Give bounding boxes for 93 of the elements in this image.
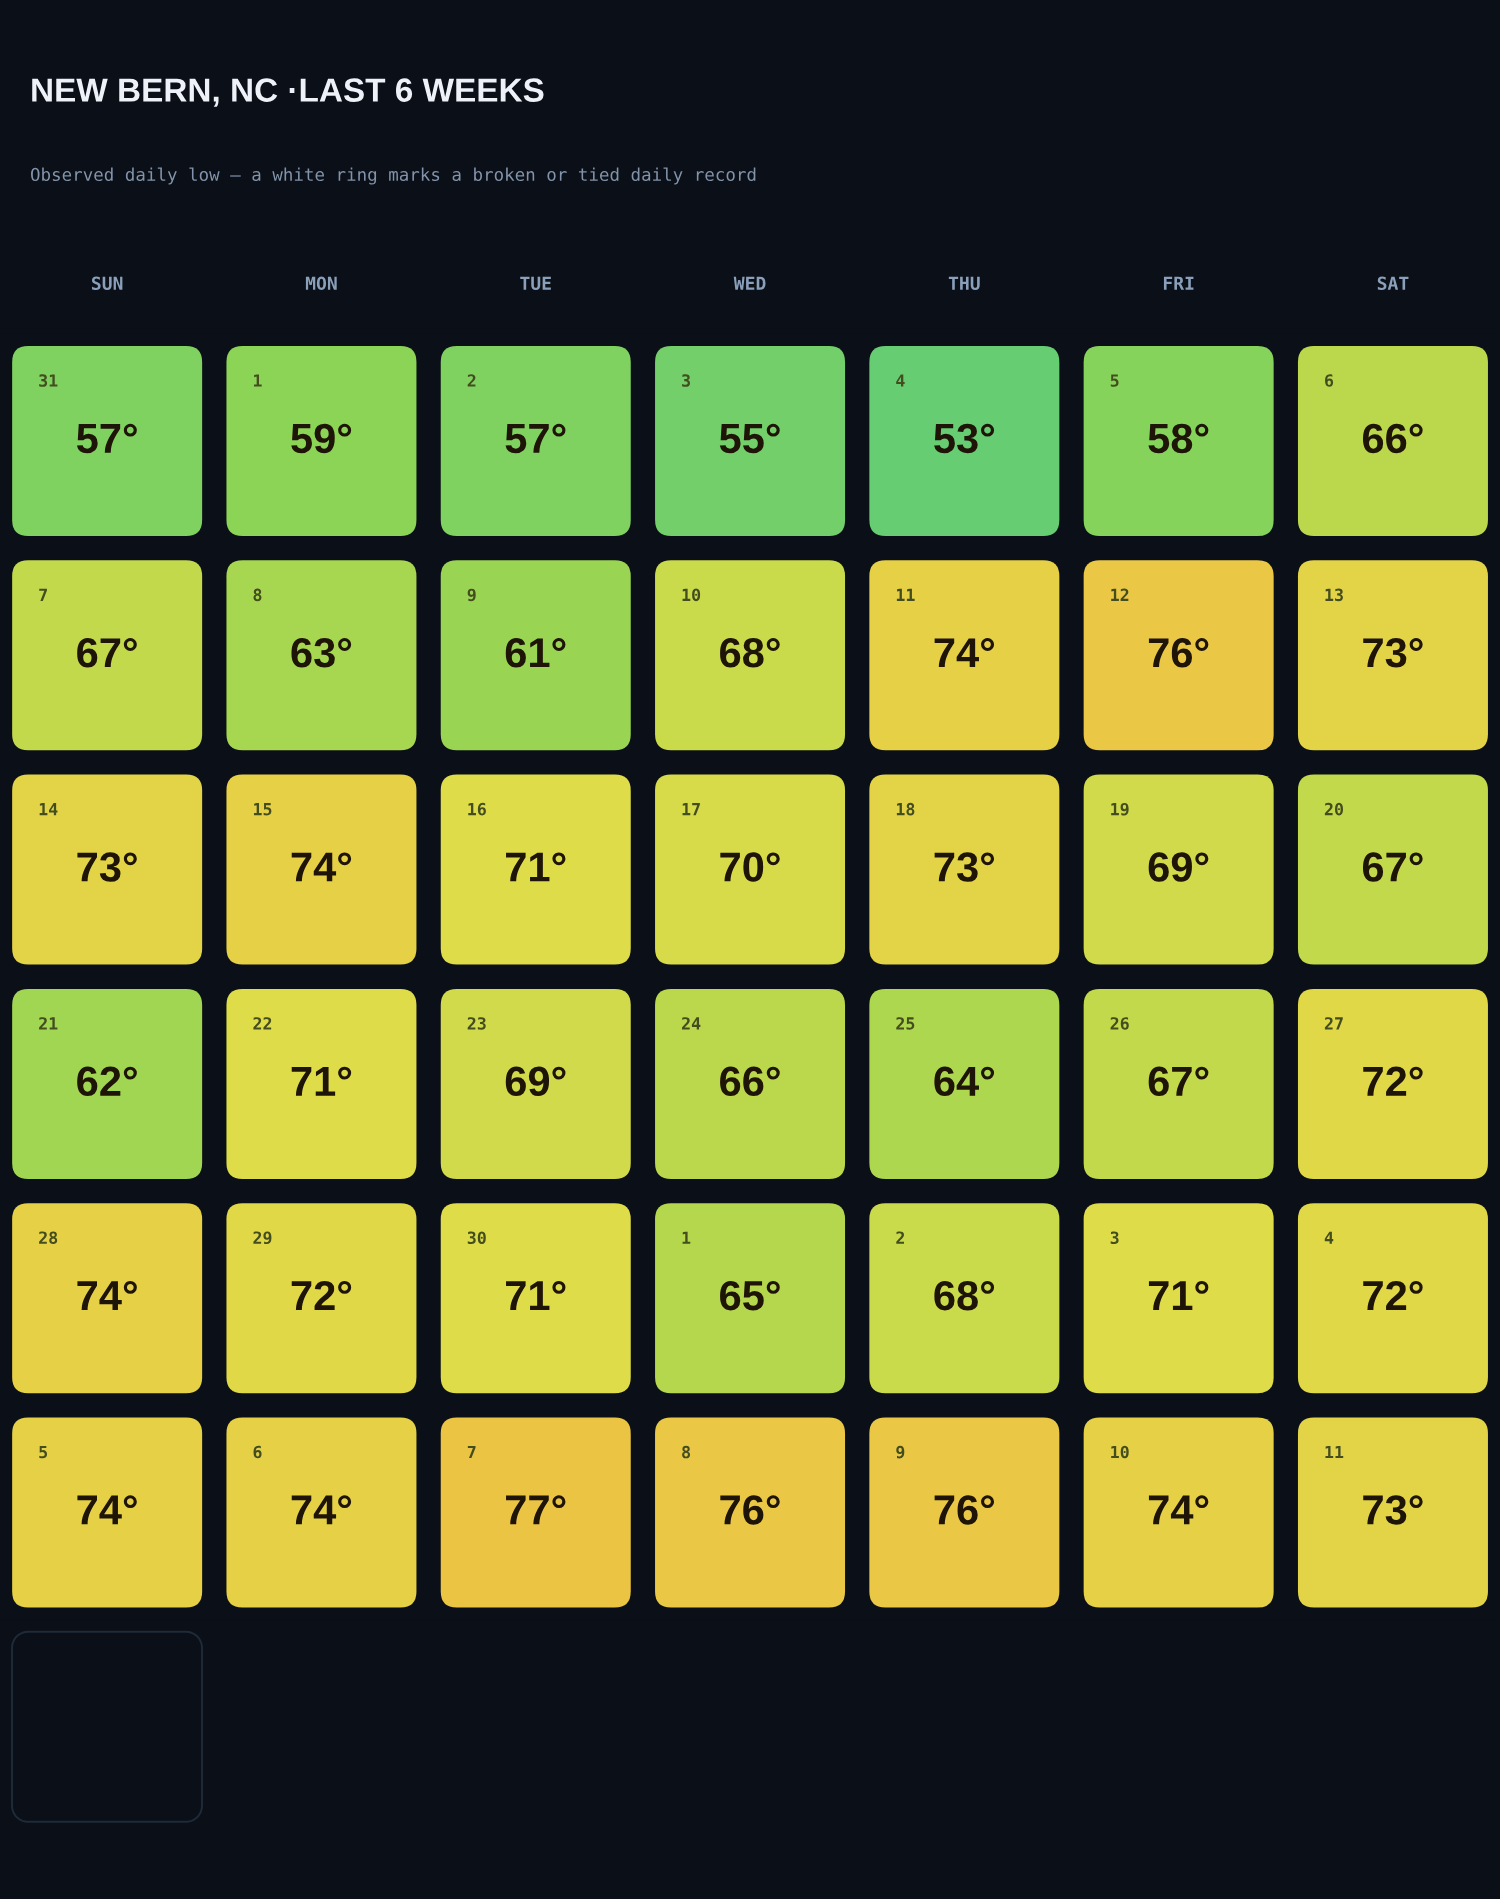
annotation: 7 <box>39 588 47 601</box>
data-label: 71° <box>291 1066 352 1096</box>
annotation: 10 <box>1111 1445 1129 1459</box>
data-label: 72° <box>291 1280 352 1310</box>
annotation: 15 <box>253 803 272 816</box>
data-label: 53° <box>934 423 995 454</box>
data-label: 73° <box>1363 1495 1423 1525</box>
annotation: 11 <box>896 588 915 601</box>
data-label: 65° <box>720 1280 780 1311</box>
annotation: 2 <box>467 374 476 387</box>
x-tick-label: FRI <box>1163 276 1194 290</box>
annotation: 3 <box>1110 1231 1119 1245</box>
annotation: 27 <box>1324 1017 1343 1030</box>
annotation: 9 <box>467 588 476 602</box>
annotation: 5 <box>1110 374 1119 387</box>
annotation: 31 <box>39 374 58 387</box>
annotation: 2 <box>896 1231 904 1244</box>
annotation: 6 <box>253 1445 262 1459</box>
data-label: 76° <box>720 1495 780 1525</box>
annotation: 14 <box>39 803 58 816</box>
annotation: 7 <box>467 1445 476 1459</box>
data-label: 59° <box>291 423 352 454</box>
data-label: 71° <box>1148 1280 1209 1310</box>
annotation: 3 <box>682 374 690 387</box>
x-tick-label: WED <box>733 276 766 290</box>
data-label: 76° <box>934 1495 995 1525</box>
data-label: 63° <box>291 637 352 668</box>
data-label: 72° <box>1363 1280 1423 1310</box>
data-label: 71° <box>506 852 566 882</box>
data-label: 66° <box>1362 423 1423 454</box>
data-label: 76° <box>1148 637 1209 668</box>
annotation: 18 <box>896 802 915 816</box>
data-label: 66° <box>720 1066 780 1097</box>
annotation: 30 <box>467 1231 486 1245</box>
annotation: 26 <box>1110 1017 1129 1030</box>
data-label: 74° <box>291 1495 352 1525</box>
data-label: 58° <box>1148 423 1209 454</box>
annotation: 16 <box>468 802 486 816</box>
x-tick-label: SUN <box>91 276 123 291</box>
annotation: 13 <box>1325 588 1343 602</box>
data-label: 74° <box>291 852 352 882</box>
data-label: 67° <box>1148 1066 1209 1097</box>
data-label: 77° <box>506 1495 566 1525</box>
data-label: 69° <box>1148 852 1209 882</box>
x-tick-label: SAT <box>1377 276 1409 291</box>
annotation: 11 <box>1325 1445 1344 1459</box>
annotation: 4 <box>896 374 905 387</box>
data-label: 57° <box>505 423 566 454</box>
chart-subtitle: Observed daily low — a white ring marks a broken or tied daily record <box>31 167 756 185</box>
data-label: 74° <box>77 1280 137 1310</box>
annotation: 5 <box>39 1445 48 1459</box>
annotation: 25 <box>896 1017 915 1030</box>
data-label: 73° <box>934 852 995 882</box>
annotation: 24 <box>681 1017 701 1030</box>
chart-title: NEW BERN, NC ·LAST 6 WEEKS <box>32 78 544 107</box>
data-label: 74° <box>934 638 995 668</box>
annotation: 8 <box>253 588 262 602</box>
annotation: 28 <box>39 1231 58 1245</box>
data-label: 64° <box>934 1066 995 1097</box>
data-label: 55° <box>719 423 780 454</box>
data-label: 67° <box>77 637 137 668</box>
annotation: 1 <box>253 374 262 387</box>
data-label: 74° <box>1148 1495 1209 1525</box>
data-label: 73° <box>1363 637 1423 668</box>
annotation: 1 <box>682 1231 691 1244</box>
data-label: 67° <box>1362 852 1423 882</box>
data-label: 72° <box>1363 1066 1423 1096</box>
data-label: 69° <box>505 1066 566 1097</box>
annotation: 19 <box>1111 802 1129 816</box>
annotation: 9 <box>896 1445 905 1459</box>
data-label: 68° <box>934 1280 995 1311</box>
annotation: 23 <box>467 1017 486 1030</box>
annotation: 29 <box>253 1231 272 1245</box>
annotation: 20 <box>1324 802 1344 816</box>
annotation: 10 <box>682 588 701 602</box>
data-label: 57° <box>76 423 137 454</box>
annotation: 17 <box>682 803 700 816</box>
annotation: 21 <box>39 1017 58 1030</box>
annotation: 4 <box>1324 1231 1334 1244</box>
data-label: 70° <box>720 852 780 882</box>
data-label: 68° <box>720 637 780 668</box>
x-tick-label: THU <box>948 276 980 291</box>
data-label: 62° <box>77 1066 137 1097</box>
data-label: 73° <box>77 852 137 882</box>
annotation: 6 <box>1325 374 1334 387</box>
data-label: 61° <box>505 637 566 668</box>
data-label: 74° <box>77 1495 137 1525</box>
annotation: 22 <box>253 1017 272 1030</box>
annotation: 12 <box>1111 588 1129 601</box>
x-tick-label: MON <box>305 276 337 291</box>
data-label: 71° <box>506 1280 566 1310</box>
x-tick-label: TUE <box>520 276 551 291</box>
annotation: 8 <box>682 1445 691 1459</box>
